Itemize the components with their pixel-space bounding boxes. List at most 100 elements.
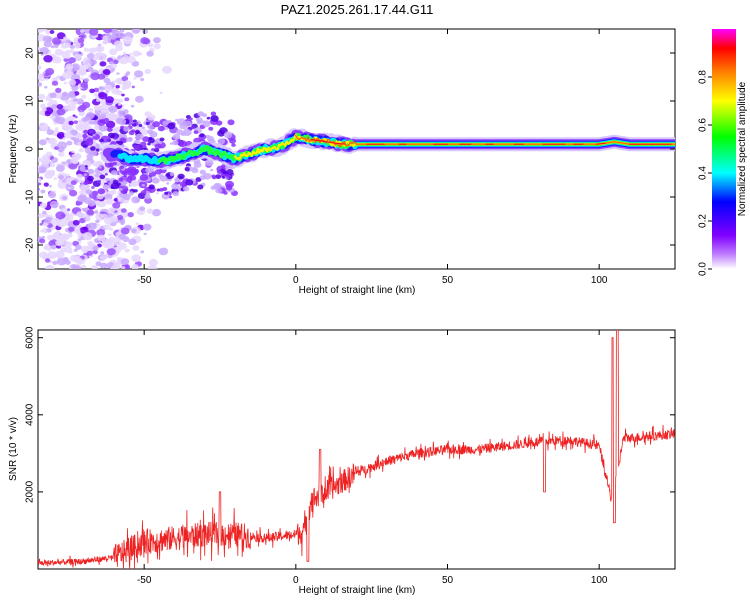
heat-blob	[130, 129, 136, 133]
heat-blob	[89, 59, 97, 65]
heat-blob	[77, 238, 82, 242]
heat-blob	[54, 146, 59, 151]
heat-blob	[89, 150, 98, 156]
heat-blob	[142, 223, 152, 231]
heat-blob	[130, 228, 137, 234]
heat-blob	[90, 72, 100, 81]
heat-blob	[57, 220, 66, 228]
spectrogram-x-tick-label: 100	[591, 275, 608, 286]
heat-blob	[59, 149, 63, 153]
heat-blob	[120, 208, 127, 213]
heat-blob	[121, 170, 128, 176]
heat-blob	[128, 137, 133, 141]
heat-blob	[75, 257, 83, 263]
heat-blob	[93, 210, 99, 214]
heat-blob	[147, 129, 154, 135]
heat-blob	[131, 85, 135, 89]
colorbar-tick-label: 0.6	[698, 118, 709, 132]
heat-blob	[206, 116, 211, 120]
heat-blob	[38, 177, 42, 183]
heat-blob	[77, 262, 82, 266]
heat-blob	[43, 55, 53, 63]
heat-blob	[162, 65, 172, 74]
heat-blob	[176, 118, 186, 126]
heat-blob	[66, 233, 73, 238]
spectrogram-y-axis-label: Frequency (Hz)	[8, 115, 19, 184]
heat-blob	[146, 50, 154, 57]
heat-blob	[107, 233, 112, 237]
heat-blob	[75, 244, 82, 250]
heat-blob	[133, 119, 137, 123]
heat-blob	[129, 180, 138, 187]
heat-blob	[155, 169, 162, 175]
heat-blob	[80, 29, 85, 33]
heat-blob	[108, 105, 118, 113]
heat-blob	[74, 115, 78, 119]
heat-blob	[38, 93, 46, 100]
heat-blob	[71, 150, 75, 154]
heat-blob	[88, 120, 95, 125]
heat-blob	[105, 198, 114, 205]
heat-blob	[156, 188, 161, 192]
heat-blob	[66, 140, 73, 146]
heat-blob	[148, 184, 155, 190]
heat-blob	[126, 55, 136, 64]
heat-blob	[77, 224, 82, 228]
heat-blob	[119, 187, 123, 191]
heat-blob	[70, 264, 77, 269]
heat-blob	[97, 243, 102, 248]
heat-blob	[91, 186, 95, 189]
heat-blob	[85, 189, 93, 195]
heat-blob	[70, 180, 77, 186]
snr-x-tick-label: 0	[293, 575, 299, 586]
snr-x-axis-label: Height of straight line (km)	[299, 585, 416, 596]
heat-blob	[38, 29, 45, 33]
heat-blob	[98, 147, 103, 151]
heat-blob	[72, 219, 80, 226]
heat-blob	[152, 121, 161, 128]
heat-blob	[58, 151, 65, 157]
heat-blob	[55, 211, 66, 220]
colorbar-tick-label: 0.2	[698, 214, 709, 228]
heat-blob	[110, 170, 118, 176]
heat-blob	[77, 37, 85, 44]
heat-blob	[131, 123, 137, 127]
heat-blob	[159, 175, 168, 182]
heat-blob	[127, 168, 137, 176]
heat-blob	[151, 208, 162, 217]
heat-blob	[62, 91, 68, 97]
heat-blob	[127, 175, 133, 180]
heat-blob	[116, 214, 124, 221]
heat-blob	[55, 87, 62, 93]
heat-blob	[39, 238, 46, 244]
heat-blob	[110, 134, 115, 138]
heat-blob	[174, 177, 180, 182]
heat-blob	[46, 169, 54, 176]
heat-blob	[204, 159, 214, 167]
heat-blob	[208, 126, 214, 131]
heat-blob	[85, 167, 89, 170]
heat-blob	[162, 120, 170, 126]
heat-blob	[45, 30, 51, 35]
heat-blob	[107, 112, 116, 120]
heat-blob	[55, 239, 64, 247]
heat-blob	[58, 179, 63, 184]
heat-blob	[41, 235, 46, 239]
heat-blob	[53, 177, 57, 180]
heat-blob	[158, 247, 169, 256]
heat-blob	[215, 120, 223, 126]
heat-blob	[161, 192, 171, 200]
heat-blob	[162, 187, 168, 191]
heat-blob	[86, 53, 95, 60]
heat-blob	[87, 135, 91, 138]
heat-blob	[176, 129, 183, 135]
heat-blob	[107, 207, 115, 214]
snr-y-tick-label: 6000	[25, 326, 36, 349]
heat-blob	[164, 191, 169, 195]
heat-blob	[44, 258, 51, 263]
heat-blob	[86, 63, 92, 68]
heat-blob	[80, 81, 88, 88]
spectrogram-y-tick-label: 20	[25, 47, 36, 59]
heat-blob	[93, 87, 100, 93]
heat-blob	[143, 232, 147, 236]
